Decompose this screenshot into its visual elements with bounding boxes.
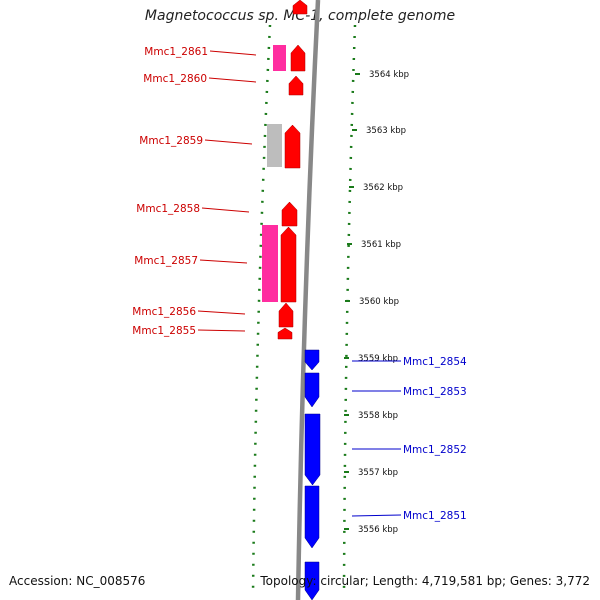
reverse-gene-arrow <box>304 413 321 486</box>
gene-label-leader <box>197 329 246 332</box>
reverse-gene-arrow <box>304 561 320 600</box>
gene-label-left: Mmc1_2860 <box>143 73 207 85</box>
kbp-tick-label: 3559 kbp <box>358 354 398 364</box>
gene-label-left: Mmc1_2856 <box>132 306 196 318</box>
pink-gene-block <box>262 225 278 302</box>
gene-label-leader <box>201 207 250 213</box>
kbp-tick-label: 3564 kbp <box>369 70 409 80</box>
kbp-tick-label: 3561 kbp <box>361 240 401 250</box>
gene-label-right: Mmc1_2852 <box>403 444 467 456</box>
reverse-gene-arrow <box>304 349 320 371</box>
gene-label-right: Mmc1_2851 <box>403 510 467 522</box>
inner-dotted-track <box>251 24 272 596</box>
reverse-gene-arrow <box>304 372 320 408</box>
gene-label-leader <box>199 259 248 264</box>
gene-label-left: Mmc1_2859 <box>139 135 203 147</box>
kbp-tick-label: 3557 kbp <box>358 468 398 478</box>
gene-label-leader <box>204 139 253 145</box>
pink-gene-block <box>273 45 286 71</box>
gene-label-left: Mmc1_2861 <box>144 46 208 58</box>
gene-label-leader <box>208 77 257 83</box>
gene-label-leader <box>209 50 257 56</box>
outer-dotted-track <box>342 24 357 596</box>
gene-label-leader <box>351 514 402 517</box>
map-title: Magnetococcus sp. MC-1, complete genome <box>144 8 456 24</box>
forward-gene-arrow <box>278 302 294 328</box>
topology-text: Topology: circular; Length: 4,719,581 bp… <box>260 574 590 588</box>
gene-label-left: Mmc1_2857 <box>134 255 198 267</box>
forward-gene-arrow <box>281 201 298 227</box>
forward-gene-arrow <box>277 327 293 340</box>
kbp-tick-label: 3560 kbp <box>359 297 399 307</box>
kbp-tick-label: 3556 kbp <box>358 525 398 535</box>
reverse-gene-arrow <box>304 485 320 549</box>
forward-gene-arrow <box>292 0 308 15</box>
gene-label-left: Mmc1_2858 <box>136 203 200 215</box>
gene-label-leader <box>197 310 246 315</box>
kbp-tick-label: 3562 kbp <box>363 183 403 193</box>
forward-gene-arrow <box>284 124 301 169</box>
forward-gene-arrow <box>290 44 306 72</box>
forward-gene-arrow <box>288 75 304 96</box>
forward-gene-arrow <box>280 226 297 303</box>
gene-label-right: Mmc1_2854 <box>403 356 467 368</box>
accession-text: Accession: NC_008576 <box>9 574 146 588</box>
gene-label-right: Mmc1_2853 <box>403 386 467 398</box>
kbp-tick-label: 3558 kbp <box>358 411 398 421</box>
gene-label-left: Mmc1_2855 <box>132 325 196 337</box>
genome-backbone <box>295 0 321 600</box>
kbp-tick-label: 3563 kbp <box>366 126 406 136</box>
grey-gene-block <box>267 124 282 167</box>
